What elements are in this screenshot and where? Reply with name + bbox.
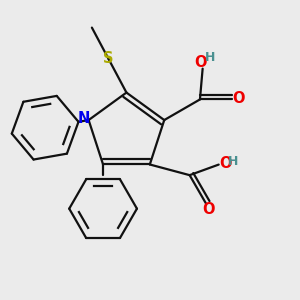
Text: O: O	[232, 91, 245, 106]
Text: N: N	[78, 111, 90, 126]
Text: O: O	[219, 156, 231, 171]
Text: H: H	[205, 51, 215, 64]
Text: H: H	[228, 154, 239, 168]
Text: S: S	[103, 51, 114, 66]
Text: O: O	[202, 202, 214, 217]
Text: O: O	[194, 55, 206, 70]
